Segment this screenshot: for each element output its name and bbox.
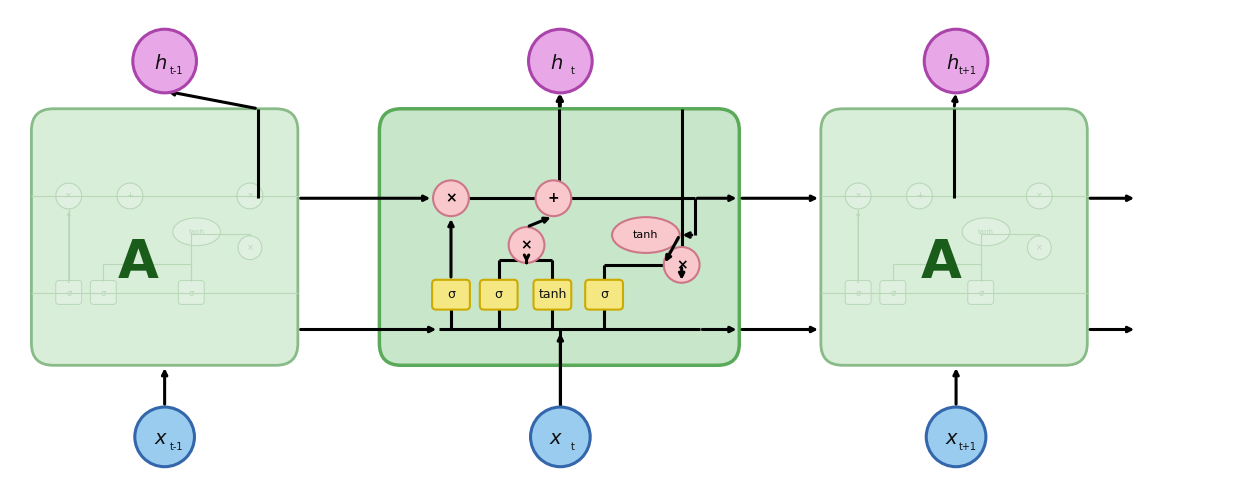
Circle shape xyxy=(927,407,986,467)
Text: $x$: $x$ xyxy=(154,429,168,448)
Circle shape xyxy=(238,236,262,259)
Text: t: t xyxy=(570,442,574,452)
Text: ×: × xyxy=(676,258,688,272)
Text: tanh: tanh xyxy=(977,229,994,235)
Text: t: t xyxy=(570,66,574,76)
Text: A: A xyxy=(118,237,159,288)
Text: $h$: $h$ xyxy=(154,54,168,73)
Circle shape xyxy=(924,29,987,93)
Text: $h$: $h$ xyxy=(550,54,563,73)
Text: ×: × xyxy=(66,192,72,200)
Circle shape xyxy=(433,181,469,216)
FancyBboxPatch shape xyxy=(91,281,117,304)
FancyBboxPatch shape xyxy=(432,280,469,310)
Circle shape xyxy=(663,247,699,283)
FancyBboxPatch shape xyxy=(534,280,571,310)
Circle shape xyxy=(530,407,590,467)
Text: σ: σ xyxy=(494,288,503,301)
Ellipse shape xyxy=(173,218,221,246)
Text: ×: × xyxy=(1036,243,1043,252)
Text: σ: σ xyxy=(447,288,455,301)
Text: σ: σ xyxy=(979,289,984,298)
Text: t-1: t-1 xyxy=(170,66,184,76)
Circle shape xyxy=(133,29,196,93)
FancyBboxPatch shape xyxy=(846,281,871,304)
Circle shape xyxy=(509,227,544,263)
Circle shape xyxy=(117,183,143,209)
Text: ×: × xyxy=(854,192,862,200)
FancyBboxPatch shape xyxy=(968,281,994,304)
FancyBboxPatch shape xyxy=(879,281,905,304)
Circle shape xyxy=(846,183,871,209)
Circle shape xyxy=(237,183,263,209)
Text: σ: σ xyxy=(189,289,194,298)
FancyBboxPatch shape xyxy=(821,109,1087,365)
Circle shape xyxy=(56,183,82,209)
Text: tanh: tanh xyxy=(633,230,658,240)
Text: σ: σ xyxy=(891,289,895,298)
Text: σ: σ xyxy=(600,288,609,301)
FancyBboxPatch shape xyxy=(31,109,298,365)
Circle shape xyxy=(907,183,933,209)
Text: t+1: t+1 xyxy=(959,442,977,452)
FancyBboxPatch shape xyxy=(379,109,739,365)
Text: σ: σ xyxy=(856,289,861,298)
Text: σ: σ xyxy=(101,289,106,298)
Text: ×: × xyxy=(1036,192,1043,200)
Ellipse shape xyxy=(963,218,1010,246)
Text: +: + xyxy=(548,191,559,205)
Text: A: A xyxy=(920,237,961,288)
FancyBboxPatch shape xyxy=(479,280,518,310)
Circle shape xyxy=(135,407,195,467)
FancyBboxPatch shape xyxy=(179,281,204,304)
Text: +: + xyxy=(917,192,923,200)
Circle shape xyxy=(535,181,571,216)
Text: t-1: t-1 xyxy=(170,442,184,452)
FancyBboxPatch shape xyxy=(56,281,82,304)
Text: ×: × xyxy=(246,243,253,252)
Circle shape xyxy=(529,29,592,93)
Text: t+1: t+1 xyxy=(959,66,977,76)
Text: σ: σ xyxy=(66,289,71,298)
Text: $x$: $x$ xyxy=(945,429,959,448)
Text: tanh: tanh xyxy=(189,229,205,235)
Text: ×: × xyxy=(520,238,533,252)
FancyBboxPatch shape xyxy=(585,280,623,310)
Circle shape xyxy=(1026,183,1052,209)
Text: +: + xyxy=(127,192,133,200)
Circle shape xyxy=(1027,236,1051,259)
Text: ×: × xyxy=(445,191,457,205)
Text: tanh: tanh xyxy=(538,288,566,301)
Text: ×: × xyxy=(246,192,253,200)
Ellipse shape xyxy=(612,217,679,253)
Text: $x$: $x$ xyxy=(549,429,564,448)
Text: $h$: $h$ xyxy=(945,54,959,73)
